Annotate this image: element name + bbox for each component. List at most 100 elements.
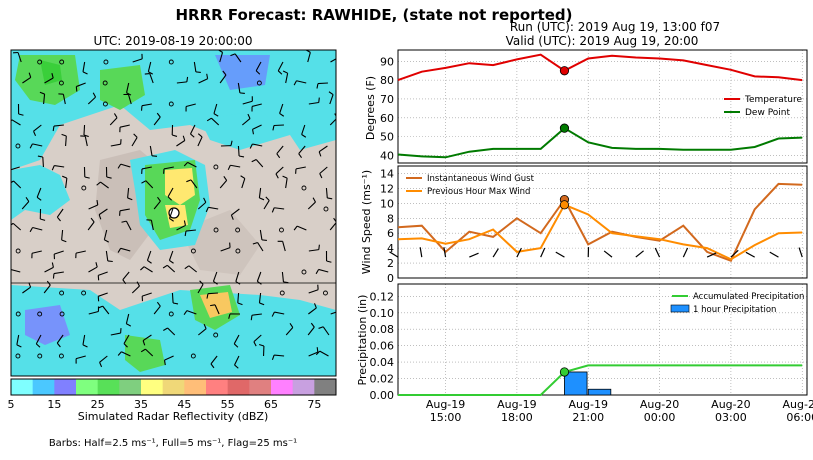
wind-barb	[242, 100, 253, 105]
colorbar-cell	[271, 379, 294, 395]
legend-label: Accumulated Precipitation	[693, 292, 804, 302]
wind-barb-feather	[318, 326, 324, 329]
wind-barb-feather	[252, 242, 258, 245]
wind-barb-feather	[51, 73, 54, 79]
colorbar: 5 15 25 35 45 55 65 75 Simulated Radar Reflecti…	[8, 378, 337, 423]
wind-barb	[98, 292, 108, 297]
wind-barb	[212, 271, 218, 282]
wind-barb	[211, 117, 220, 126]
wind-barb-feather	[107, 260, 113, 263]
wind-barb-feather	[279, 113, 285, 117]
wind-barb-feather	[318, 97, 320, 103]
wind-barb-feather	[223, 175, 228, 181]
wind-barb-feather	[255, 70, 261, 75]
calm-wind-marker	[168, 101, 174, 107]
wind-barb	[275, 166, 284, 175]
wind-barb	[296, 225, 307, 231]
panel-precipitation: 0.00 0.02 0.04 0.06 0.08 0.10 0.12 Accumulated…	[356, 283, 808, 402]
wind-barb-feather	[327, 197, 333, 200]
legend-precipitation: Accumulated Precipitation 1 hour Precipi…	[670, 292, 804, 315]
wind-barb-feather	[195, 71, 201, 73]
calm-wind-marker	[235, 227, 241, 233]
colorbar-label: Simulated Radar Reflectivity (dBZ)	[78, 410, 269, 423]
wind-barb	[279, 103, 284, 114]
radar-map	[10, 49, 337, 377]
y-tick-label: 14	[380, 167, 394, 180]
wind-barb-feather	[282, 175, 288, 179]
wind-barb	[33, 124, 42, 132]
wind-barb	[11, 166, 20, 171]
wind-barb	[308, 101, 319, 105]
x-tick-date: Aug-20	[783, 398, 813, 411]
colorbar-cell	[206, 379, 229, 395]
wind-barb-feather	[37, 155, 43, 158]
reflectivity-cell	[40, 60, 62, 85]
colorbar-frame	[10, 378, 337, 396]
station-marker	[168, 207, 180, 219]
wind-barb	[317, 82, 328, 85]
calm-wind-marker	[168, 59, 174, 65]
wind-barb-feather	[238, 155, 245, 158]
wind-barb	[168, 208, 174, 219]
panel-temperature: 40 50 60 70 80 90 Temperature Dew Point Degre…	[364, 49, 808, 164]
calm-wind-marker	[102, 101, 108, 107]
wind-barb	[285, 73, 289, 84]
wind-barb	[56, 334, 64, 344]
wind-barb-feather	[313, 303, 317, 309]
wind-barb	[17, 52, 22, 63]
wind-barb	[13, 180, 22, 189]
wind-barb-feather	[230, 214, 234, 220]
wind-barb	[319, 166, 328, 174]
wind-barb	[419, 247, 423, 258]
calm-wind-marker	[213, 332, 219, 338]
x-tick-time: 15:00	[430, 411, 462, 424]
y-tick-label: 0.06	[370, 340, 395, 353]
y-tick-label: 0.08	[370, 323, 395, 336]
wind-barb	[234, 355, 240, 366]
wind-barb-feather	[11, 269, 12, 270]
wind-barb	[235, 271, 240, 282]
wind-barb	[257, 242, 264, 252]
calm-wind-marker	[279, 227, 284, 233]
wind-barb	[252, 124, 262, 130]
wind-barb-feather	[275, 173, 279, 179]
wind-barb-feather	[251, 159, 257, 163]
wind-barb-feather	[62, 175, 68, 179]
colorbar-cell	[76, 379, 99, 395]
wind-barb	[145, 180, 154, 189]
wind-barb-feather	[52, 125, 55, 132]
wind-barb-feather	[96, 181, 101, 186]
wind-barb-feather	[210, 363, 215, 369]
calm-wind-marker	[15, 311, 21, 317]
wind-barb	[99, 355, 108, 363]
wind-barb	[166, 264, 176, 273]
wind-barb	[126, 82, 130, 93]
wind-barb	[276, 145, 284, 155]
wind-barb	[208, 206, 219, 210]
wind-barb-feather	[250, 315, 253, 321]
wind-barb	[76, 82, 86, 88]
wind-barb	[65, 135, 67, 147]
wind-barb-feather	[272, 125, 275, 131]
wind-barb-feather	[25, 197, 30, 202]
calm-wind-marker	[58, 80, 64, 86]
wind-barb	[213, 103, 218, 114]
calm-wind-marker	[59, 290, 65, 296]
wind-barb	[635, 250, 644, 258]
wind-barb-feather	[183, 220, 186, 226]
x-tick-date: Aug-20	[640, 398, 679, 411]
wind-barb	[75, 250, 86, 254]
wind-barb-feather	[318, 244, 320, 250]
colorbar-cell	[314, 379, 337, 395]
reflectivity-area	[11, 285, 336, 376]
y-tick-label: 0.12	[370, 290, 395, 303]
wind-barb	[273, 124, 284, 127]
wind-barb-feather	[259, 302, 265, 306]
y-tick-label: 8	[387, 212, 394, 225]
y-tick-label: 50	[380, 131, 394, 144]
wind-barb-feather	[97, 305, 103, 309]
wind-barb	[131, 285, 140, 294]
reflectivity-cell	[100, 65, 145, 110]
wind-barb	[88, 266, 98, 273]
wind-barb	[233, 334, 240, 345]
